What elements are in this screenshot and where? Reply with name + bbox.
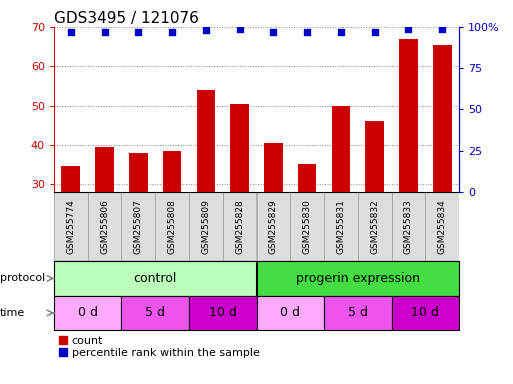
Text: 0 d: 0 d <box>77 306 97 319</box>
Text: GSM255830: GSM255830 <box>303 199 312 254</box>
Bar <box>129 153 148 302</box>
Text: GSM255808: GSM255808 <box>168 199 176 254</box>
Text: GSM255832: GSM255832 <box>370 199 379 254</box>
Point <box>438 25 446 31</box>
Point <box>101 29 109 35</box>
Text: GSM255806: GSM255806 <box>100 199 109 254</box>
Text: GSM255774: GSM255774 <box>66 199 75 254</box>
Bar <box>189 296 256 330</box>
Text: control: control <box>133 272 177 285</box>
Bar <box>298 164 317 302</box>
Bar <box>399 39 418 302</box>
Bar <box>324 192 358 261</box>
Bar <box>256 296 324 330</box>
Bar <box>433 45 451 302</box>
Bar <box>155 192 189 261</box>
Text: GSM255807: GSM255807 <box>134 199 143 254</box>
Text: GSM255834: GSM255834 <box>438 199 447 254</box>
Text: protocol: protocol <box>0 273 45 283</box>
Text: 10 d: 10 d <box>209 306 236 319</box>
Bar <box>358 192 391 261</box>
Bar <box>264 143 283 302</box>
Bar <box>425 192 459 261</box>
Bar <box>230 104 249 302</box>
Text: 5 d: 5 d <box>145 306 165 319</box>
Bar <box>189 192 223 261</box>
Bar <box>290 192 324 261</box>
Text: 10 d: 10 d <box>411 306 439 319</box>
Bar <box>256 192 290 261</box>
Point <box>67 29 75 35</box>
Text: GSM255828: GSM255828 <box>235 199 244 254</box>
Point <box>269 29 278 35</box>
Bar <box>223 192 256 261</box>
Point <box>404 25 412 31</box>
Text: GSM255833: GSM255833 <box>404 199 413 254</box>
Bar <box>331 106 350 302</box>
Bar <box>54 192 88 261</box>
Bar <box>196 90 215 302</box>
Text: progerin expression: progerin expression <box>296 272 420 285</box>
Bar <box>62 166 80 302</box>
Point <box>134 29 143 35</box>
Point <box>303 29 311 35</box>
Text: GSM255831: GSM255831 <box>337 199 345 254</box>
Point <box>168 29 176 35</box>
Bar <box>122 192 155 261</box>
Bar <box>95 147 114 302</box>
Bar <box>391 192 425 261</box>
Bar <box>54 296 122 330</box>
Text: 5 d: 5 d <box>348 306 368 319</box>
Legend: count, percentile rank within the sample: count, percentile rank within the sample <box>60 336 260 358</box>
Bar <box>54 261 256 296</box>
Point <box>370 29 379 35</box>
Text: GSM255809: GSM255809 <box>201 199 210 254</box>
Point <box>235 25 244 31</box>
Bar <box>88 192 122 261</box>
Text: 0 d: 0 d <box>280 306 300 319</box>
Text: GSM255829: GSM255829 <box>269 199 278 254</box>
Bar <box>163 151 182 302</box>
Bar <box>324 296 391 330</box>
Bar <box>122 296 189 330</box>
Point <box>202 27 210 33</box>
Text: time: time <box>0 308 25 318</box>
Text: GDS3495 / 121076: GDS3495 / 121076 <box>54 11 199 26</box>
Bar <box>256 261 459 296</box>
Point <box>337 29 345 35</box>
Bar <box>365 121 384 302</box>
Bar <box>391 296 459 330</box>
